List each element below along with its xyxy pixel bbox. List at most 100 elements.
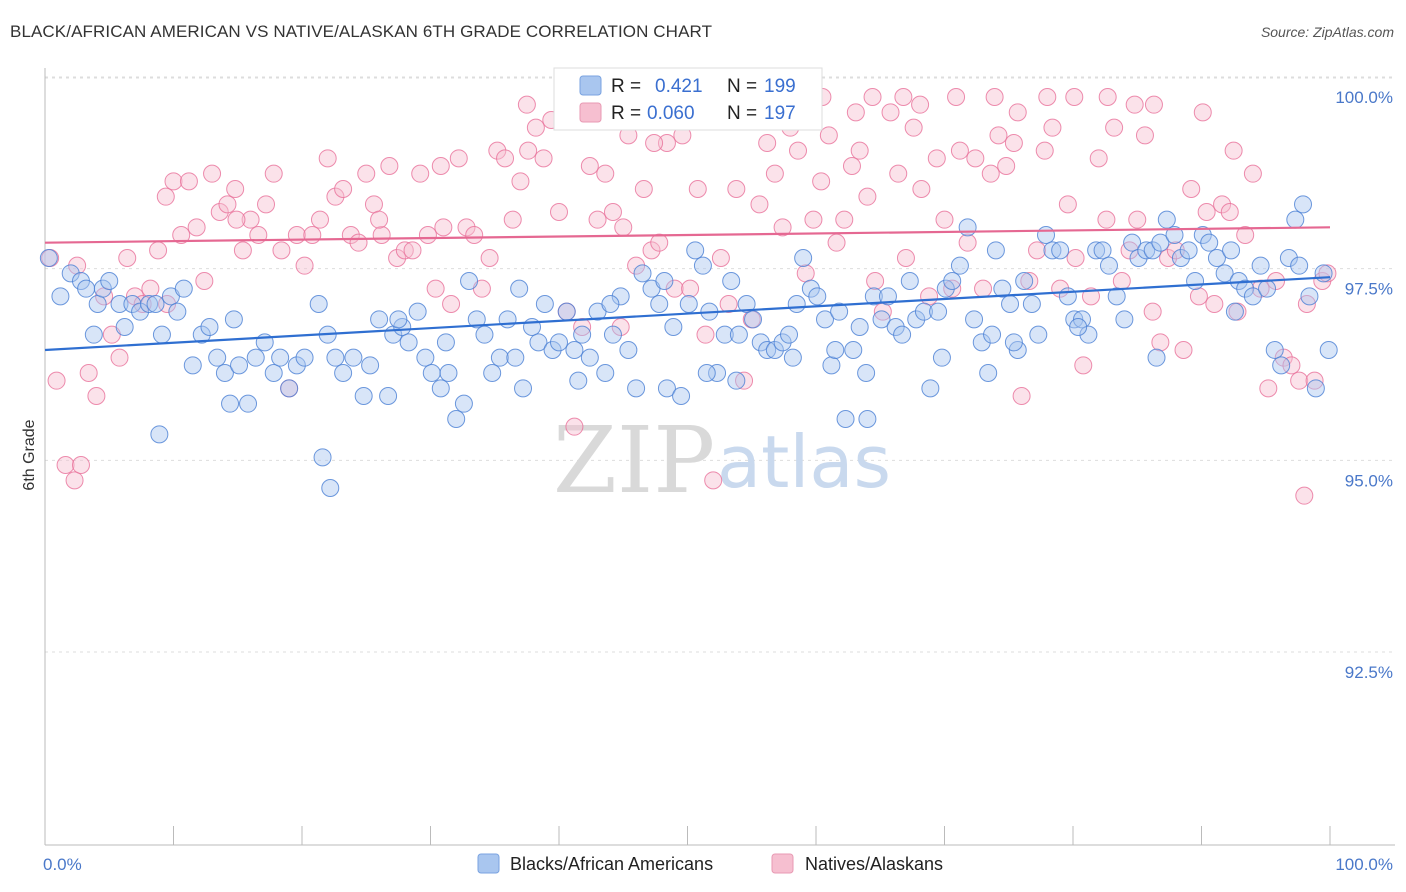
legend-r-value-blue: 0.421	[655, 76, 703, 97]
natives-point	[842, 157, 861, 175]
natives-point	[431, 157, 450, 175]
natives-point	[927, 149, 946, 168]
blacks-point	[1215, 264, 1234, 283]
blacks-point	[436, 333, 455, 352]
natives-point	[480, 249, 499, 267]
blacks-point	[1147, 348, 1166, 367]
blacks-point	[168, 302, 187, 321]
blacks-point	[596, 364, 615, 382]
blacks-point	[780, 325, 799, 344]
natives-point	[226, 180, 245, 198]
natives-point	[588, 210, 607, 229]
blacks-point	[110, 295, 129, 313]
natives-point	[634, 180, 653, 198]
blacks-point	[93, 279, 112, 298]
blacks-point	[422, 364, 441, 382]
natives-point	[911, 95, 930, 114]
blacks-point	[886, 318, 905, 336]
natives-point	[550, 203, 568, 221]
blacks-point	[1319, 341, 1338, 359]
blacks-point	[490, 348, 509, 367]
blacks-point	[379, 387, 398, 405]
blacks-point	[51, 287, 70, 306]
natives-point	[318, 149, 337, 168]
blacks-point	[416, 348, 435, 367]
natives-point	[565, 417, 584, 436]
bottom-legend-swatch-pink	[771, 853, 794, 874]
natives-point	[370, 210, 389, 229]
natives-point	[457, 218, 476, 237]
x-tick-label-min: 0.0%	[43, 855, 82, 874]
blacks-point	[1225, 302, 1244, 321]
blacks-point	[679, 295, 698, 313]
natives-point	[1065, 88, 1084, 106]
blacks-point	[309, 295, 328, 313]
blacks-point	[1137, 241, 1156, 260]
blacks-point	[657, 379, 676, 398]
legend-swatch-blue	[579, 75, 602, 96]
blacks-point	[1029, 325, 1048, 344]
blacks-point	[1004, 333, 1023, 352]
blacks-point	[744, 310, 763, 329]
blacks-point	[506, 348, 525, 367]
natives-point	[727, 180, 746, 198]
blacks-point	[1093, 241, 1112, 260]
natives-point	[149, 241, 168, 260]
blacks-point	[844, 341, 863, 359]
natives-point	[1259, 379, 1278, 398]
natives-point	[1182, 180, 1201, 198]
blacks-point	[907, 310, 926, 329]
blacks-point	[1051, 241, 1070, 260]
blacks-point	[1294, 195, 1313, 214]
natives-point	[187, 218, 206, 237]
natives-point	[603, 203, 622, 221]
blacks-point	[152, 325, 171, 344]
blacks-point	[498, 310, 517, 329]
natives-point	[1081, 287, 1100, 306]
blacks-point	[447, 410, 466, 428]
natives-point	[681, 279, 700, 298]
natives-point	[87, 387, 106, 405]
natives-point	[203, 164, 222, 183]
y-tick-label-1: 95.0%	[1345, 471, 1393, 490]
natives-point	[1174, 341, 1193, 359]
blacks-point	[1222, 241, 1241, 260]
natives-point	[195, 272, 214, 290]
natives-point	[426, 279, 445, 298]
natives-point	[985, 88, 1004, 106]
blacks-point	[61, 264, 80, 283]
blacks-point	[557, 302, 576, 321]
natives-point	[596, 164, 615, 183]
natives-point	[650, 233, 669, 252]
natives-point	[164, 172, 183, 191]
natives-point	[1151, 333, 1170, 352]
natives-point	[773, 218, 792, 237]
blacks-point	[830, 302, 849, 321]
blacks-point	[936, 279, 955, 298]
natives-point	[257, 195, 276, 214]
blacks-point	[39, 249, 58, 267]
natives-point	[1105, 118, 1124, 137]
blacks-point	[857, 364, 876, 382]
blacks-point	[979, 364, 998, 382]
natives-point	[1135, 126, 1154, 145]
blacks-point	[569, 371, 588, 390]
natives-point	[496, 149, 515, 168]
blacks-point	[650, 295, 669, 313]
natives-point	[241, 210, 260, 229]
legend-r-value-pink: 0.060	[647, 103, 695, 124]
natives-point	[858, 187, 877, 206]
blacks-point	[893, 325, 912, 344]
natives-point	[688, 180, 707, 198]
natives-point	[1282, 356, 1301, 375]
natives-point	[503, 210, 522, 229]
blacks-point	[1087, 241, 1106, 260]
natives-point	[711, 249, 730, 267]
natives-point	[442, 295, 461, 313]
blacks-point	[1286, 210, 1305, 229]
natives-point	[614, 218, 633, 237]
blacks-point	[1306, 379, 1325, 398]
blacks-point	[822, 356, 841, 375]
natives-point	[488, 141, 507, 160]
natives-point	[1143, 302, 1162, 321]
